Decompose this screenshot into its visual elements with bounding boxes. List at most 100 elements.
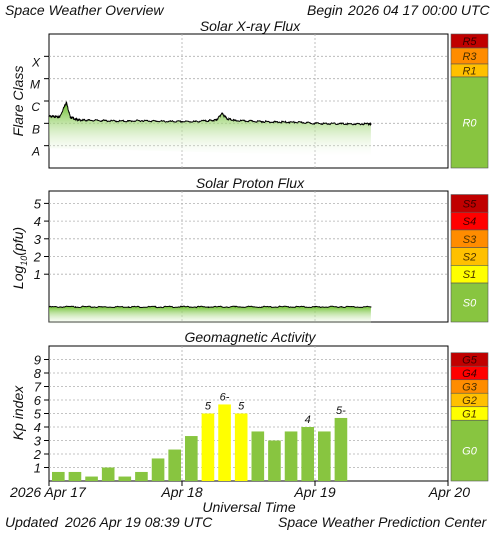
ytick-label-3: 3 (34, 434, 42, 449)
ytick-label-2: 2 (33, 250, 42, 265)
series-fill (49, 306, 371, 325)
data-point (181, 120, 183, 123)
data-point (141, 120, 143, 122)
data-point (208, 120, 210, 122)
kp-bar-label: 4 (305, 414, 311, 426)
kp-bar (201, 413, 215, 481)
ytick-label-a: A (31, 145, 40, 159)
scale-label-g1: G1 (462, 409, 477, 421)
data-point (181, 306, 183, 308)
scale-label-g5: G5 (462, 355, 478, 367)
scale-label-g0: G0 (462, 446, 478, 458)
scale-label-r0: R0 (462, 118, 477, 130)
series-0 (48, 101, 372, 157)
xtick-label: 2026 Apr 17 (9, 484, 87, 500)
data-point (69, 116, 71, 118)
time-axis-label: Universal Time (202, 499, 295, 515)
kp-bar (334, 417, 348, 481)
xtick-label: Apr 19 (293, 484, 335, 500)
data-point (287, 306, 289, 308)
kp-bar (135, 471, 148, 481)
scale-label-s5: S5 (463, 198, 477, 210)
scale-r0 (450, 76, 489, 169)
ytick-label-m: M (30, 78, 40, 92)
data-point (261, 120, 263, 123)
data-point (128, 306, 130, 308)
time-axis: 2026 Apr 17 Apr 18 Apr 19 Apr 20 (9, 481, 470, 500)
kp-bars: 5 6- 5 4 5- (52, 391, 348, 481)
data-point (75, 118, 77, 120)
data-point (114, 120, 117, 122)
data-point (247, 120, 250, 122)
data-point (48, 115, 50, 117)
data-point (101, 306, 103, 308)
ytick-label-x: X (31, 55, 41, 69)
kp-bar (234, 413, 248, 481)
data-point (221, 112, 223, 114)
scale-g0 (450, 419, 489, 482)
scale-label-s3: S3 (463, 234, 477, 246)
data-point (314, 306, 316, 308)
data-point (327, 123, 329, 125)
kp-bar (118, 476, 132, 481)
xray-title: Solar X-ray Flux (200, 18, 301, 34)
proton-title: Solar Proton Flux (196, 175, 305, 191)
data-point (341, 123, 343, 125)
scale-label-s2: S2 (463, 252, 476, 264)
scale-label-s0: S0 (463, 298, 477, 310)
ytick-label-3: 3 (34, 232, 42, 247)
data-point (101, 120, 103, 122)
kp-bar (151, 458, 165, 481)
ytick-label-4: 4 (34, 420, 41, 435)
data-point (234, 306, 236, 308)
panel-frame (48, 190, 449, 323)
ytick-label-c: C (31, 100, 40, 114)
ytick-label-8: 8 (34, 366, 42, 381)
data-point (88, 119, 90, 121)
data-point (128, 120, 130, 122)
ytick-label-1: 1 (34, 461, 41, 476)
data-point (80, 119, 82, 121)
kp-bar (318, 431, 331, 481)
kp-bar (284, 431, 298, 481)
updated-label: Updated (5, 514, 59, 530)
ytick-label-6: 6 (34, 393, 42, 408)
data-point (65, 101, 67, 103)
data-point (287, 121, 289, 123)
data-point (53, 116, 55, 118)
kp-bar-label: 5 (238, 401, 245, 413)
data-point (48, 306, 50, 308)
data-point (367, 123, 369, 125)
data-point (208, 306, 210, 308)
xtick-label: Apr 20 (428, 484, 470, 500)
data-point (168, 120, 170, 123)
geomagnetic-title: Geomagnetic Activity (185, 329, 317, 345)
scale-bar-0: R5 R3 R1 R0 (450, 33, 489, 169)
data-point (261, 306, 263, 308)
data-point (370, 306, 372, 308)
series-fill (49, 102, 371, 157)
panel-frame (48, 345, 449, 482)
data-point (370, 123, 372, 125)
data-point (341, 306, 343, 308)
kp-bar (68, 471, 82, 481)
kp-bar (101, 467, 115, 481)
scale-label-g4: G4 (462, 368, 477, 380)
ytick-label-9: 9 (34, 353, 41, 368)
kp-bar-label: 5- (336, 405, 346, 417)
proton-ylabel: Log10(pfu) (10, 227, 29, 289)
series-line (48, 101, 372, 127)
kp-bar (301, 427, 314, 481)
kp-bar (268, 440, 281, 481)
kp-bar-label: 6- (220, 391, 230, 403)
kp-bar (168, 449, 181, 481)
ytick-label-1: 1 (34, 267, 41, 282)
panel-1: 1 2 3 4 5 (33, 190, 449, 323)
data-point (314, 122, 316, 124)
data-point (75, 306, 77, 308)
scale-label-s4: S4 (463, 216, 476, 228)
data-point (274, 121, 276, 123)
